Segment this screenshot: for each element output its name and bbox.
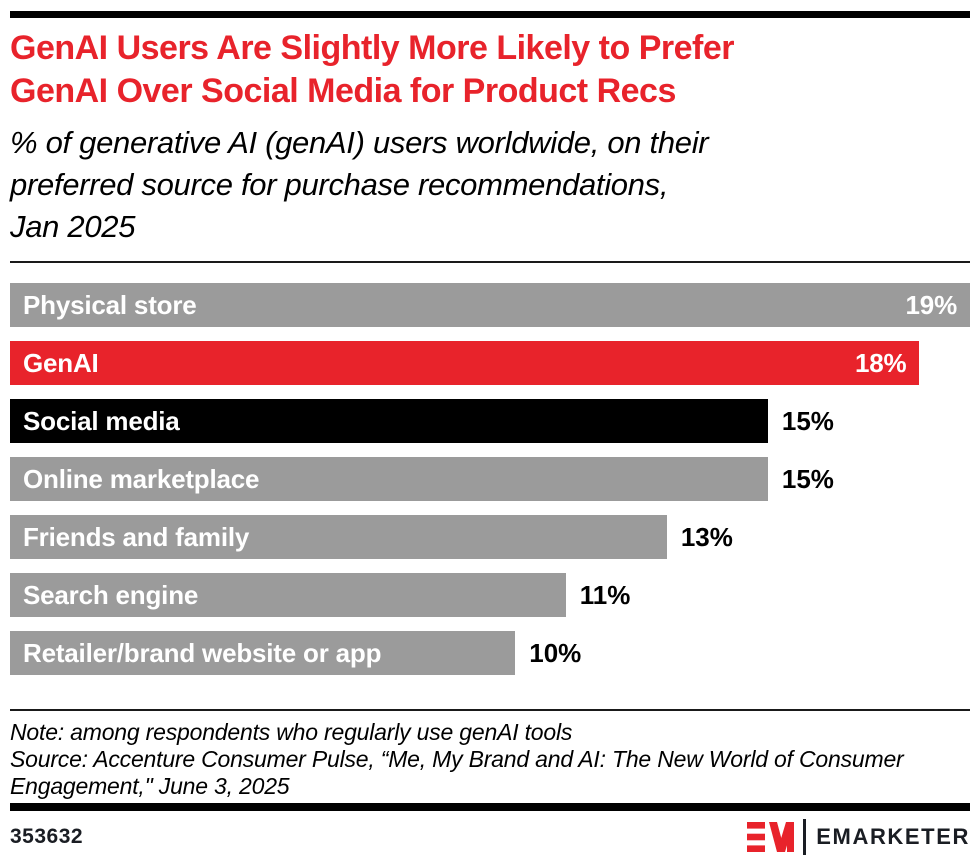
bottom-rule <box>10 803 970 811</box>
chart-id: 353632 <box>10 825 84 848</box>
bar-row: Search engine 11% <box>10 573 970 617</box>
bar-label: Physical store <box>23 289 197 320</box>
bar-label: Friends and family <box>23 521 250 552</box>
chart-subtitle: % of generative AI (genAI) users worldwi… <box>10 122 970 248</box>
page-title: GenAI Users Are Slightly More Likely to … <box>10 27 970 113</box>
page-title-line-1: GenAI Users Are Slightly More Likely to … <box>10 29 734 67</box>
bar-label: GenAI <box>23 347 99 378</box>
chart-source-line-1: Source: Accenture Consumer Pulse, “Me, M… <box>10 746 904 772</box>
bar: Social media <box>10 399 768 443</box>
page-title-line-2: GenAI Over Social Media for Product Recs <box>10 72 676 110</box>
logo-divider <box>803 819 807 855</box>
bar-row: GenAI 18% <box>10 341 970 385</box>
bar-value: 10% <box>529 637 582 668</box>
bar-value: 13% <box>680 521 733 552</box>
bar: Retailer/brand website or app <box>10 631 516 675</box>
bar-label: Social media <box>23 405 180 436</box>
bar-value: 15% <box>781 405 834 436</box>
bar-row: Online marketplace 15% <box>10 457 970 501</box>
bar-value: 18% <box>855 347 907 378</box>
bar-value: 19% <box>905 289 958 320</box>
bar-row: Physical store 19% <box>10 283 970 327</box>
bar: Friends and family <box>10 515 667 559</box>
bar-label: Search engine <box>23 579 199 610</box>
bar-value: 11% <box>579 579 631 610</box>
chart-subtitle-line-1: % of generative AI (genAI) users worldwi… <box>10 125 709 160</box>
bar-row: Retailer/brand website or app 10% <box>10 631 970 675</box>
chart-subtitle-line-3: Jan 2025 <box>10 209 136 244</box>
divider-below-chart <box>10 709 970 711</box>
top-rule <box>10 11 970 18</box>
bar-value: 15% <box>781 463 834 494</box>
bar: GenAI 18% <box>10 341 920 385</box>
bar: Online marketplace <box>10 457 768 501</box>
chart-source-line-2: Engagement," June 3, 2025 <box>10 773 290 799</box>
emarketer-wordmark: EMARKETER <box>816 824 970 849</box>
bar-chart: Physical store 19% GenAI 18% Social media 15%… <box>10 283 970 675</box>
bar-row: Friends and family 13% <box>10 515 970 559</box>
chart-note: Note: among respondents who regularly us… <box>10 719 573 745</box>
bar: Search engine <box>10 573 566 617</box>
chart-subtitle-line-2: preferred source for purchase recommenda… <box>10 167 669 202</box>
chart-source: Source: Accenture Consumer Pulse, “Me, M… <box>10 746 970 800</box>
bar-label: Retailer/brand website or app <box>23 637 382 668</box>
bar-label: Online marketplace <box>23 463 260 494</box>
divider-above-chart <box>10 261 970 263</box>
emarketer-logo: EMARKETER <box>747 819 970 855</box>
bar: Physical store 19% <box>10 283 970 327</box>
bar-row: Social media 15% <box>10 399 970 443</box>
em-monogram-icon <box>747 822 795 852</box>
footer: 353632 EMARKETER <box>10 819 970 855</box>
